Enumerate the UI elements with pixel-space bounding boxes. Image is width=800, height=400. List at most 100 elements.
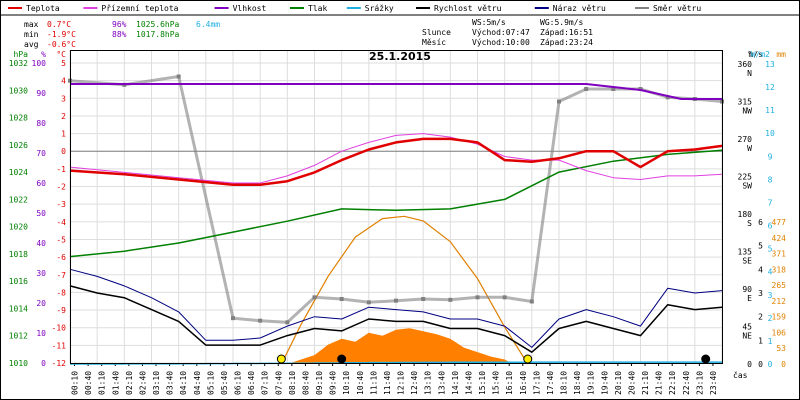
xtick-label: 06:40 <box>247 371 256 395</box>
series-line-teplota <box>69 137 723 187</box>
ytick-hpa: 1024 <box>9 168 28 177</box>
ytick-: 360 <box>738 60 753 69</box>
ytick-hpa: 1032 <box>9 59 28 68</box>
stat-max-press: 1025.6hPa <box>136 20 180 29</box>
axis-title-: % <box>41 50 46 59</box>
ytick-: S <box>747 219 752 228</box>
xtick-label: 09:10 <box>315 371 324 395</box>
ytick-w-m2: 2 <box>768 314 773 323</box>
xtick-label: 19:40 <box>600 371 609 395</box>
ytick-w-m2: 8 <box>768 175 773 184</box>
ytick-: NE <box>742 332 752 341</box>
ytick-: 180 <box>738 210 753 219</box>
xtick-label: 21:40 <box>655 371 664 395</box>
ytick-: 225 <box>738 173 753 182</box>
ytick-w-m2: 9 <box>768 152 773 161</box>
xtick-label: 16:40 <box>519 371 528 395</box>
axis-title-hpa: hPa <box>14 50 29 59</box>
ytick-c: -5 <box>56 235 66 244</box>
legend-bar: Teplota Přízemní teplota Vlhkost Tlak Srážky… <box>0 4 800 16</box>
legend-label-rychlost-vetru: Rychlost větru <box>434 4 502 13</box>
chart-title: 25.1.2015 <box>369 50 431 63</box>
xtick-label: 11:40 <box>383 371 392 395</box>
xtick-label: 19:10 <box>587 371 596 395</box>
ytick-: 30 <box>36 269 46 278</box>
marker-moonset <box>701 354 711 364</box>
ytick-w-m2: 4 <box>768 268 773 277</box>
ytick-: 80 <box>36 119 46 128</box>
stat-min-hum: 88% <box>112 30 127 39</box>
ytick-: 90 <box>36 89 46 98</box>
info-moon-rise: Východ:10:00 <box>472 38 530 47</box>
xtick-label: 01:10 <box>98 371 107 395</box>
xtick-label: 17:10 <box>532 371 541 395</box>
xtick-label: 21:10 <box>641 371 650 395</box>
xtick-label: 20:40 <box>627 371 636 395</box>
stat-avg-label: avg <box>24 40 39 49</box>
ytick-: 45 <box>742 323 752 332</box>
sun-moon-info: WS:5m/s WG:5.9m/s Slunce Východ:07:47 Zá… <box>422 18 593 47</box>
info-moon-label: Měsíc <box>422 38 446 47</box>
ytick-: 315 <box>738 98 753 107</box>
xtick-label: 05:10 <box>206 371 215 395</box>
ytick-hpa: 1014 <box>9 304 28 313</box>
xtick-label: 08:40 <box>301 371 310 395</box>
ytick-c: -12 <box>52 359 67 368</box>
ytick-hpa: 1010 <box>9 359 28 368</box>
ytick-w-m2: 13 <box>765 60 775 69</box>
marker-sunset <box>523 354 533 364</box>
info-wg: WG:5.9m/s <box>540 18 584 27</box>
xtick-label: 12:10 <box>397 371 406 395</box>
ytick-w-m2: 5 <box>768 245 773 254</box>
xtick-label: 17:40 <box>546 371 555 395</box>
ytick-: 0 <box>747 360 752 369</box>
xtick-label: 07:10 <box>261 371 270 395</box>
info-sun-set: Západ:16:51 <box>540 28 593 37</box>
ytick-c: -1 <box>56 165 66 174</box>
legend-label-tlak: Tlak <box>308 4 327 13</box>
ytick-w-m2: 0 <box>768 360 773 369</box>
xtick-label: 23:40 <box>709 371 718 395</box>
xtick-label: 05:40 <box>220 371 229 395</box>
legend-label-teplota: Teplota <box>26 4 60 13</box>
ytick-mm: 159 <box>772 313 787 322</box>
ytick-: 10 <box>36 329 46 338</box>
info-sun-rise: Východ:07:47 <box>472 28 530 37</box>
ytick-: 100 <box>32 59 47 68</box>
ytick-c: -6 <box>56 253 66 262</box>
ytick-: 0 <box>41 359 46 368</box>
ytick-w-m2: 11 <box>765 106 775 115</box>
xtick-label: 23:10 <box>695 371 704 395</box>
xtick-label: 09:40 <box>329 371 338 395</box>
axis-title-mm: mm <box>776 50 786 59</box>
ytick-c: -3 <box>56 200 66 209</box>
series-area-zareni <box>287 328 513 364</box>
ytick-: W <box>747 144 752 153</box>
ytick-: SW <box>742 182 752 191</box>
xtick-label: 12:40 <box>410 371 419 395</box>
ytick-w-m2: 6 <box>768 222 773 231</box>
stat-max-label: max <box>24 20 39 29</box>
xtick-label: 07:40 <box>274 371 283 395</box>
ytick-hpa: 1020 <box>9 223 28 232</box>
ytick-c: -9 <box>56 306 66 315</box>
stat-min-press: 1017.8hPa <box>136 30 180 39</box>
info-ws: WS:5m/s <box>472 18 506 27</box>
legend-label-vlhkost: Vlhkost <box>233 4 267 13</box>
ytick-m-s: 2 <box>758 313 763 322</box>
ytick-mm: 106 <box>772 328 787 337</box>
stat-rain-total: 6.4mm <box>196 20 220 29</box>
ytick-c: 4 <box>61 77 66 86</box>
xtick-label: 08:10 <box>288 371 297 395</box>
ytick-mm: 212 <box>772 297 787 306</box>
xtick-label: 10:40 <box>356 371 365 395</box>
xtick-label: 00:40 <box>84 371 93 395</box>
ytick-w-m2: 3 <box>768 291 773 300</box>
ytick-mm: 318 <box>772 265 787 274</box>
stat-max-hum: 96% <box>112 20 127 29</box>
ytick-m-s: 4 <box>758 265 763 274</box>
ytick-: 135 <box>738 248 753 257</box>
xtick-label: 13:10 <box>424 371 433 395</box>
marker-moonrise <box>337 354 347 364</box>
ytick-: 60 <box>36 179 46 188</box>
